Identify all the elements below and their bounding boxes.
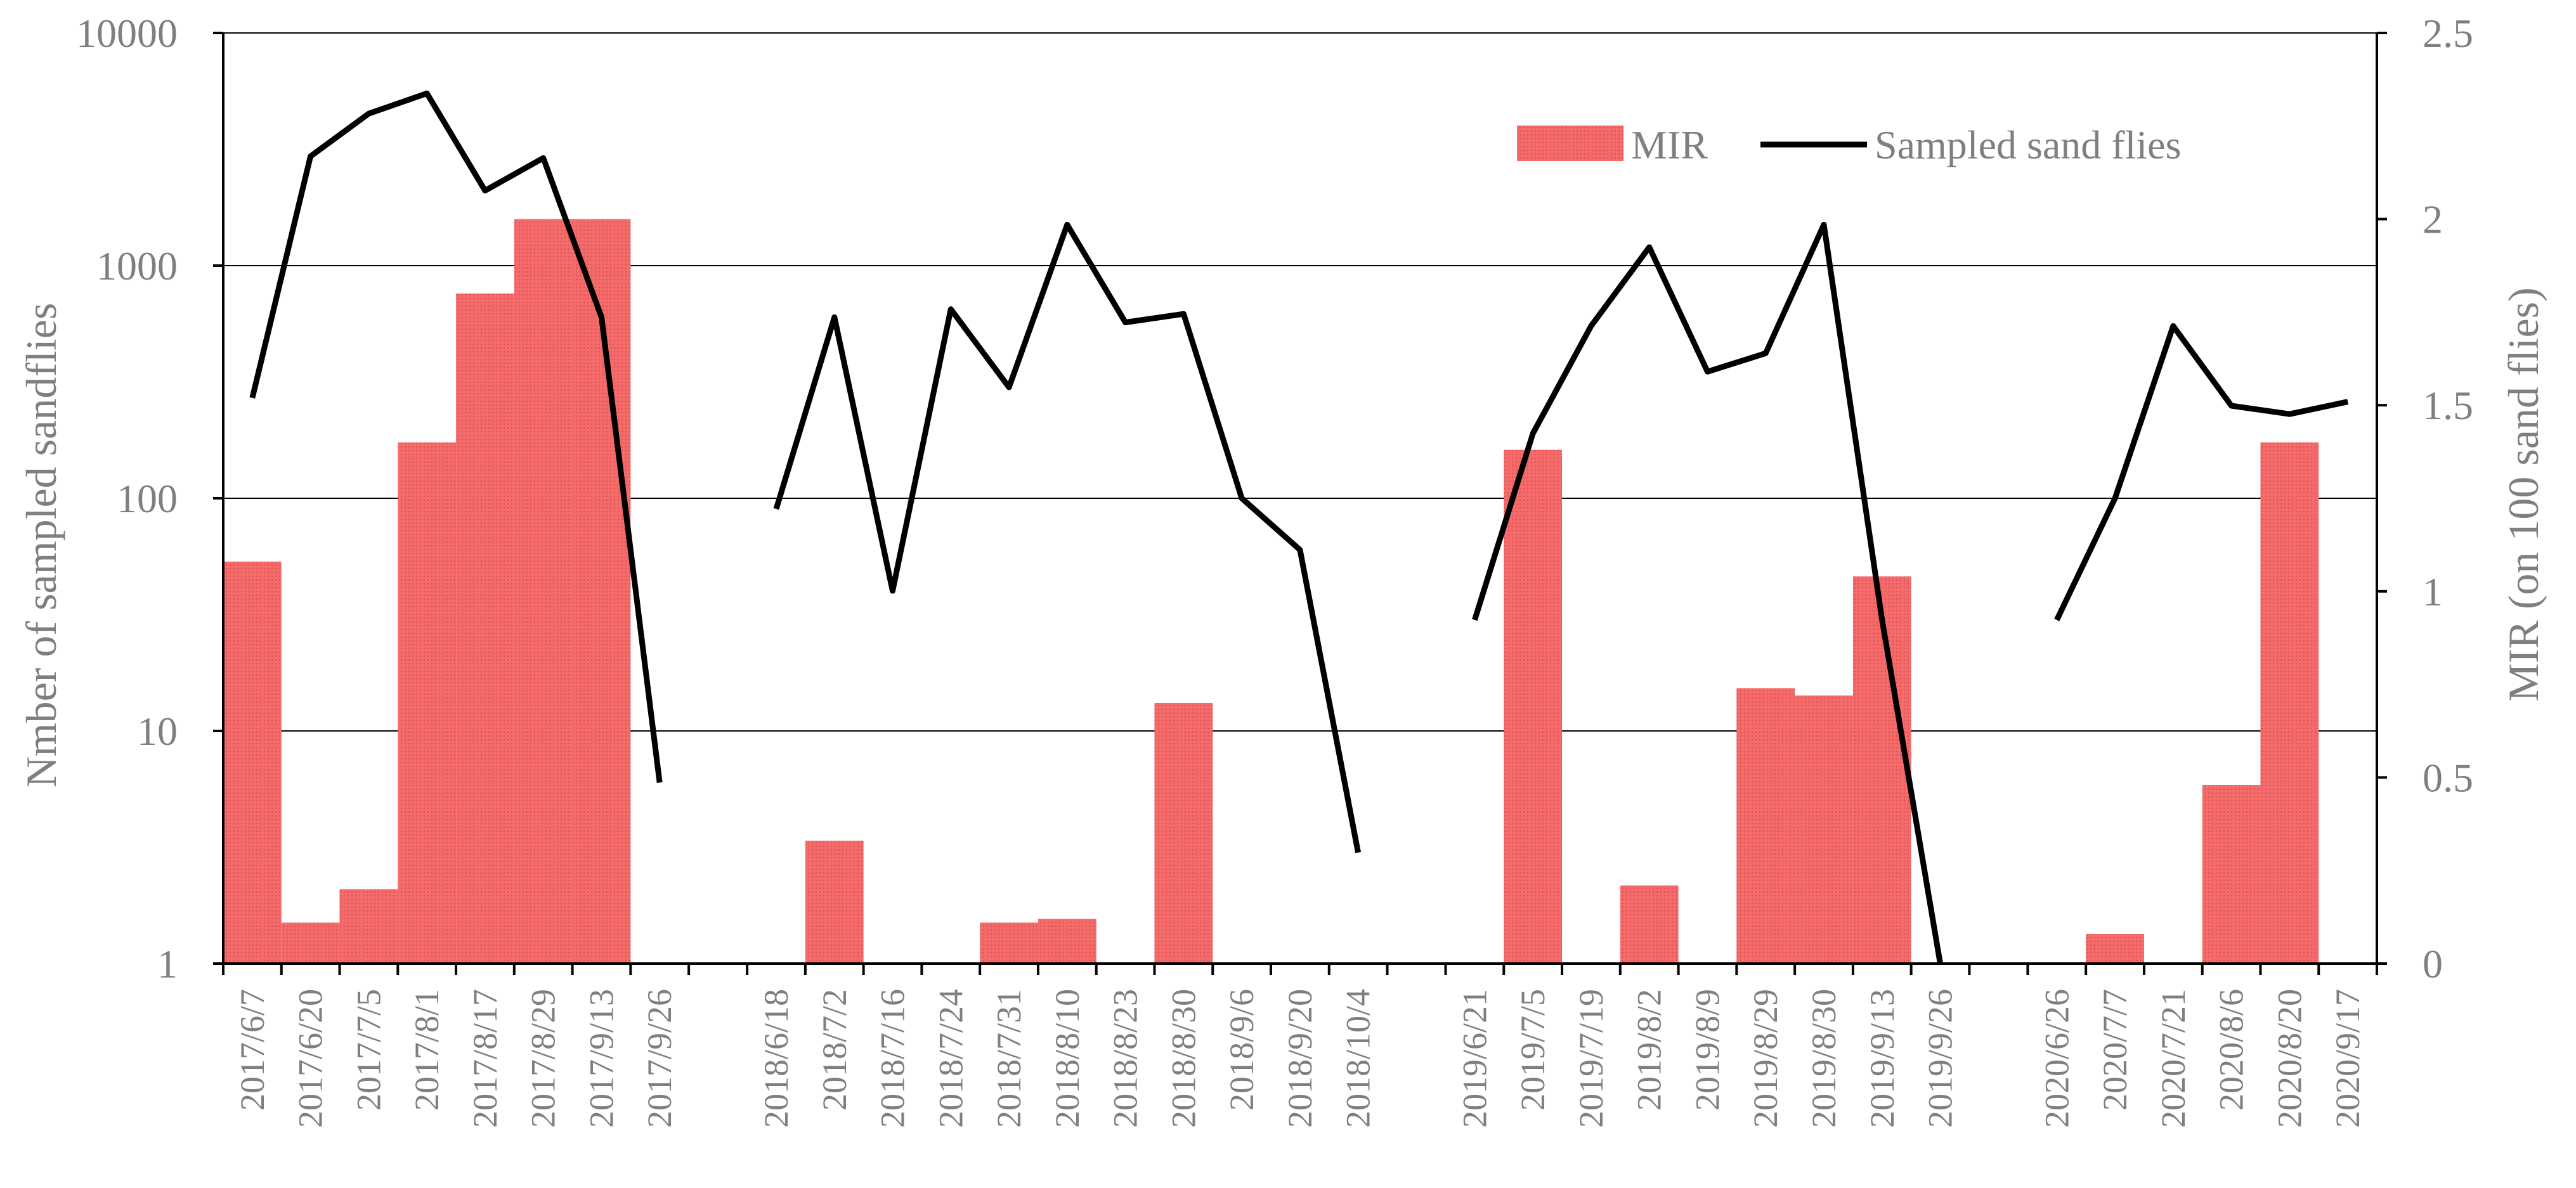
x-tick-label: 2020/8/20 xyxy=(2270,989,2308,1128)
y-right-tick-label: 1 xyxy=(2423,569,2443,614)
y-left-tick-label: 10 xyxy=(137,709,178,754)
mir-bar xyxy=(1620,885,1679,964)
x-tick-label: 2018/7/16 xyxy=(874,989,912,1128)
mir-bar xyxy=(1736,688,1795,964)
y-right-tick-label: 2.5 xyxy=(2423,11,2473,56)
x-tick-label: 2019/6/21 xyxy=(1455,989,1493,1128)
x-tick-label: 2018/7/31 xyxy=(990,989,1028,1128)
axes: 1 10 100 1000 10000 0 0.5 1 1.5 2 2.5 2017/6/7 2017/… xyxy=(76,11,2473,1128)
x-tick-label: 2017/6/20 xyxy=(292,989,330,1128)
x-tick-label: 2017/8/29 xyxy=(524,989,563,1128)
mir-bar xyxy=(514,219,573,964)
mir-bar xyxy=(223,561,282,964)
x-tick-label: 2017/9/13 xyxy=(583,989,621,1128)
x-tick-label: 2020/7/7 xyxy=(2096,989,2134,1111)
x-tick-label: 2018/8/30 xyxy=(1164,989,1202,1128)
mir-bar xyxy=(2202,785,2261,964)
mir-bar xyxy=(398,442,457,964)
y-right-tick-label: 1.5 xyxy=(2423,383,2473,428)
sampled-series-line xyxy=(249,90,663,783)
mir-bar xyxy=(1852,576,1911,964)
x-tick-label: 2019/8/29 xyxy=(1747,989,1785,1128)
mir-bar xyxy=(1504,449,1563,964)
y-left-tick-label: 100 xyxy=(117,476,178,521)
sampled-series-line xyxy=(1472,221,1943,964)
sampled-series-line xyxy=(2054,323,2349,621)
y-left-tick-label: 1000 xyxy=(96,243,178,288)
y-left-tick-label: 1 xyxy=(157,941,178,986)
mir-bar xyxy=(1038,919,1096,964)
x-tick-label: 2019/8/2 xyxy=(1630,989,1669,1111)
x-tick-label: 2017/7/5 xyxy=(349,989,387,1111)
legend-mir-label: MIR xyxy=(1631,122,1708,167)
x-tick-label: 2018/8/10 xyxy=(1048,989,1086,1128)
x-tick-label: 2019/9/13 xyxy=(1863,989,1901,1128)
x-tick-label: 2017/6/7 xyxy=(233,989,271,1111)
x-tick-label: 2020/6/26 xyxy=(2038,989,2076,1128)
x-tick-label: 2017/8/1 xyxy=(408,989,446,1111)
y-left-tick-label: 10000 xyxy=(76,11,178,56)
sampled-series-line xyxy=(773,221,1362,853)
mir-bar xyxy=(456,294,514,964)
x-tick-label: 2020/8/6 xyxy=(2213,989,2251,1111)
x-tick-label: 2019/9/26 xyxy=(1922,989,1960,1128)
x-tick-label: 2018/7/24 xyxy=(932,989,970,1128)
x-tick-label: 2019/8/30 xyxy=(1805,989,1843,1128)
mir-bar xyxy=(980,922,1038,964)
x-tick-label: 2018/7/2 xyxy=(816,989,854,1111)
x-tick-label: 2017/8/17 xyxy=(466,989,504,1128)
mir-bar xyxy=(339,889,398,964)
mir-bars xyxy=(223,219,2319,964)
x-tick-label: 2019/7/5 xyxy=(1514,989,1552,1111)
mir-bar xyxy=(805,841,864,964)
x-tick-label: 2019/7/19 xyxy=(1572,989,1610,1128)
x-tick-label: 2020/9/17 xyxy=(2329,989,2367,1128)
y-right-tick-label: 0.5 xyxy=(2423,755,2473,800)
y-left-axis-title: Nmber of sampled sandflies xyxy=(17,303,65,788)
x-tick-label: 2020/7/21 xyxy=(2154,989,2192,1128)
y-right-tick-label: 2 xyxy=(2423,197,2443,242)
mir-bar xyxy=(2260,442,2319,964)
x-tick-label: 2019/8/9 xyxy=(1689,989,1727,1111)
mir-bar xyxy=(281,922,340,964)
legend-line-label: Sampled sand flies xyxy=(1875,122,2181,167)
x-tick-label: 2018/8/23 xyxy=(1107,989,1145,1128)
x-tick-label: 2018/9/6 xyxy=(1223,989,1261,1111)
mir-bar xyxy=(1154,702,1213,964)
y-right-tick-label: 0 xyxy=(2423,941,2443,986)
y-right-axis-title: MIR (on 100 sand flies) xyxy=(2499,287,2547,701)
mir-bar xyxy=(2086,934,2144,964)
mir-bar xyxy=(572,219,631,964)
x-tick-label: 2017/9/26 xyxy=(641,989,679,1128)
mir-bar xyxy=(1795,695,1853,964)
legend: MIR Sampled sand flies xyxy=(1517,122,2181,167)
sampled-line xyxy=(249,90,2349,964)
legend-mir-swatch xyxy=(1517,126,1623,161)
x-tick-label: 2018/9/20 xyxy=(1281,989,1319,1128)
x-tick-label: 2018/6/18 xyxy=(757,989,795,1128)
x-tick-label: 2018/10/4 xyxy=(1339,989,1377,1128)
